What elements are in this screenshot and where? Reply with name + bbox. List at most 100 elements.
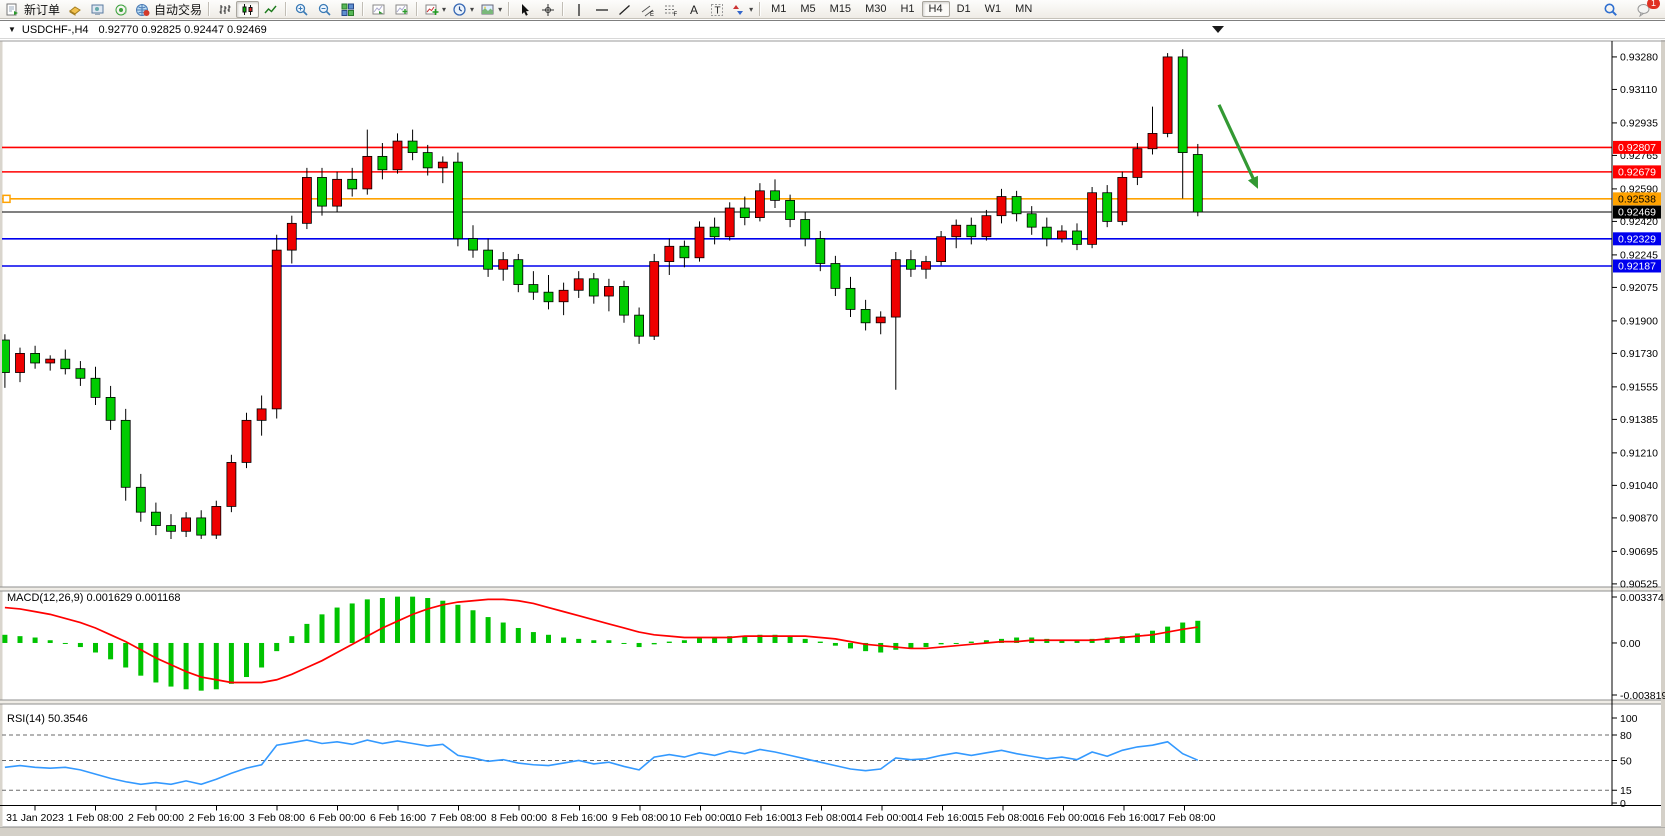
- macd-histogram-bar: [1104, 637, 1110, 643]
- macd-histogram-bar: [108, 642, 114, 660]
- candle-body: [286, 222, 297, 251]
- candle-body: [800, 219, 811, 240]
- price-tick-label: 0.91385: [1620, 414, 1658, 426]
- time-tick-label: 3 Feb 08:00: [249, 812, 305, 824]
- chart-symbol-title: USDCHF-,H4: [21, 23, 89, 36]
- crosshair-tool-button[interactable]: [536, 1, 559, 18]
- periods-button[interactable]: ▾: [449, 1, 477, 18]
- macd-histogram-bar: [591, 640, 597, 643]
- notifications-button[interactable]: 1: [1632, 0, 1660, 18]
- fibonacci-tool-button[interactable]: F: [659, 1, 682, 18]
- add-indicator-button[interactable]: ▾: [421, 1, 449, 18]
- chevron-down-icon[interactable]: ▾: [749, 4, 754, 14]
- timeframe-M1-button[interactable]: M1: [771, 3, 787, 15]
- signals-button[interactable]: [109, 1, 132, 18]
- macd-histogram-bar: [1150, 630, 1155, 643]
- candle-body: [981, 215, 992, 238]
- macd-histogram-bar: [379, 598, 385, 643]
- timeframe-MN-button[interactable]: MN: [1015, 3, 1033, 15]
- candle-body: [452, 161, 463, 240]
- candle-body: [619, 286, 629, 316]
- line-chart-mode-button[interactable]: [259, 1, 282, 18]
- macd-histogram-bar: [93, 642, 98, 653]
- zoom-out-button[interactable]: [313, 1, 336, 18]
- terminal-button[interactable]: [86, 1, 109, 18]
- autotrading-button[interactable]: 自动交易: [132, 1, 205, 18]
- trendline-tool-button[interactable]: [613, 1, 636, 18]
- candle-body: [815, 238, 826, 264]
- price-axis[interactable]: 0.932800.931100.929350.927650.925900.924…: [1611, 41, 1661, 805]
- price-tick-label: 0.93280: [1620, 52, 1658, 64]
- channel-tool-button[interactable]: E: [636, 1, 659, 18]
- text-tool-button[interactable]: A: [682, 1, 705, 18]
- chevron-down-icon[interactable]: ▾: [442, 4, 447, 14]
- candle-body: [679, 245, 690, 259]
- chart-profiles-button[interactable]: [63, 1, 86, 18]
- svg-text:F: F: [673, 12, 677, 17]
- vertical-line-tool-button[interactable]: [567, 1, 590, 18]
- candle-body: [392, 140, 403, 171]
- panel-separator[interactable]: [0, 700, 1661, 704]
- macd-histogram-bar: [561, 637, 567, 643]
- timeframe-D1-button[interactable]: D1: [956, 3, 971, 15]
- time-tick-label: 15 Feb 08:00: [972, 812, 1034, 824]
- candle-body: [377, 155, 388, 171]
- macd-axis-label: 0.003374: [1620, 592, 1664, 604]
- time-tick-label: 1 Feb 08:00: [67, 812, 123, 824]
- new-order-button[interactable]: 新订单: [2, 1, 63, 18]
- chart-area: 0.932800.931100.929350.927650.925900.924…: [0, 40, 1665, 836]
- macd-histogram-bar: [1014, 637, 1020, 643]
- annotation-arrow[interactable]: [1217, 104, 1258, 189]
- candle-chart-mode-icon: [242, 3, 253, 15]
- bar-chart-mode-icon: [219, 4, 231, 14]
- macd-histogram-bar: [983, 640, 989, 643]
- timeframe-M30-button[interactable]: M30: [865, 3, 887, 15]
- time-axis[interactable]: 31 Jan 2023 1 Feb 08:00 2 Feb 00:00 2 Feb 1…: [0, 805, 1661, 825]
- candle-chart-mode-button[interactable]: [236, 0, 260, 18]
- candle-body: [422, 152, 433, 169]
- hline-handle[interactable]: [2, 194, 11, 204]
- rsi-panel: RSI(14) 50.3546 100 80 50 150: [2, 713, 1638, 810]
- label-tool-button[interactable]: T: [705, 1, 728, 18]
- macd-histogram-bar: [546, 634, 551, 643]
- chart-shift-marker-icon: [1212, 26, 1224, 33]
- candle-body: [196, 517, 207, 536]
- price-badge-0.92538: [1613, 192, 1661, 206]
- macd-histogram-bar: [77, 642, 83, 648]
- candle-body: [347, 178, 358, 190]
- timeframe-W1-button[interactable]: W1: [984, 3, 1002, 15]
- cursor-tool-button[interactable]: [513, 1, 536, 18]
- candle-body: [573, 278, 584, 291]
- bar-chart-mode-button[interactable]: [213, 1, 236, 18]
- horizontal-line-tool-button[interactable]: [590, 1, 613, 18]
- chevron-down-icon[interactable]: ▾: [470, 4, 475, 14]
- timeframe-H4-button[interactable]: H4: [921, 1, 950, 17]
- timeframe-M15-button[interactable]: M15: [829, 3, 852, 15]
- arrows-tool-button[interactable]: ▾: [728, 1, 756, 18]
- chart-shift-button[interactable]: [390, 1, 413, 18]
- autotrading-label: 自动交易: [154, 2, 203, 17]
- collapse-chart-icon[interactable]: ▼: [8, 25, 16, 34]
- candle-body: [211, 506, 222, 536]
- candle-body: [256, 408, 267, 421]
- candle-body: [498, 259, 509, 270]
- auto-scroll-button[interactable]: [367, 1, 390, 18]
- time-tick-label: 10 Feb 00:00: [670, 812, 732, 824]
- macd-histogram-bar: [304, 623, 310, 643]
- time-tick-label: 2 Feb 00:00: [128, 812, 184, 824]
- search-button[interactable]: [1599, 1, 1622, 18]
- price-badge-label: 0.92329: [1618, 233, 1656, 245]
- templates-button[interactable]: ▾: [477, 1, 505, 18]
- candle-body: [45, 358, 56, 364]
- macd-histogram-bar: [817, 641, 823, 643]
- macd-histogram-bar: [213, 642, 219, 690]
- timeframe-M5-button[interactable]: M5: [800, 3, 816, 15]
- timeframe-H1-button[interactable]: H1: [900, 3, 915, 15]
- trendline-tool-icon: [618, 4, 630, 15]
- chevron-down-icon[interactable]: ▾: [498, 4, 503, 14]
- panel-separator[interactable]: [0, 587, 1661, 591]
- tile-windows-button[interactable]: [336, 1, 359, 18]
- zoom-in-button[interactable]: [290, 1, 313, 18]
- macd-histogram-bar: [621, 642, 627, 644]
- macd-histogram-bar: [848, 642, 853, 649]
